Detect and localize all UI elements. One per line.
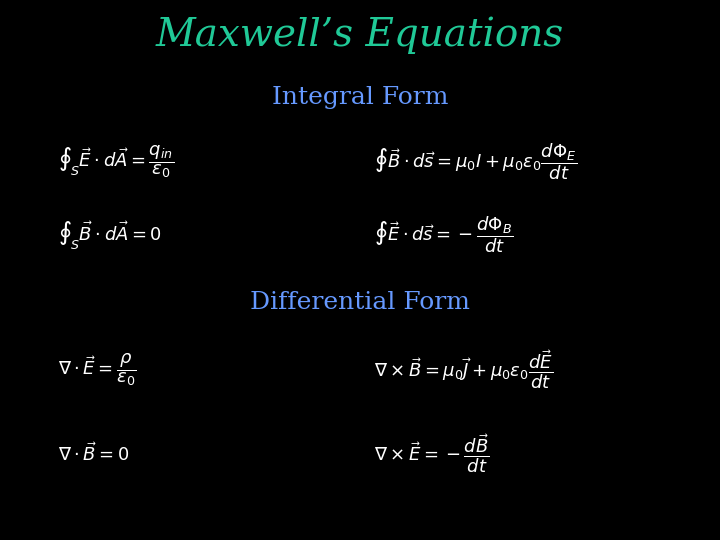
Text: Maxwell’s Equations: Maxwell’s Equations <box>156 16 564 54</box>
Text: $\nabla \cdot \vec{B} = 0$: $\nabla \cdot \vec{B} = 0$ <box>58 442 129 465</box>
Text: $\oint \vec{B} \cdot d\vec{s} = \mu_0 I + \mu_0\varepsilon_0 \dfrac{d\Phi_E}{dt}: $\oint \vec{B} \cdot d\vec{s} = \mu_0 I … <box>374 141 577 183</box>
Text: Integral Form: Integral Form <box>272 86 448 109</box>
Text: Differential Form: Differential Form <box>250 291 470 314</box>
Text: $\nabla \times \vec{E} = -\dfrac{d\vec{B}}{dt}$: $\nabla \times \vec{E} = -\dfrac{d\vec{B… <box>374 433 490 475</box>
Text: $\oint_S \vec{B} \cdot d\vec{A} = 0$: $\oint_S \vec{B} \cdot d\vec{A} = 0$ <box>58 219 161 251</box>
Text: $\oint_S \vec{E} \cdot d\vec{A} = \dfrac{q_{in}}{\varepsilon_0}$: $\oint_S \vec{E} \cdot d\vec{A} = \dfrac… <box>58 144 174 180</box>
Text: $\oint \vec{E} \cdot d\vec{s} = -\dfrac{d\Phi_B}{dt}$: $\oint \vec{E} \cdot d\vec{s} = -\dfrac{… <box>374 214 513 255</box>
Text: $\nabla \times \vec{B} = \mu_0 \vec{J} + \mu_0\varepsilon_0 \dfrac{d\vec{E}}{dt}: $\nabla \times \vec{B} = \mu_0 \vec{J} +… <box>374 349 554 391</box>
Text: $\nabla \cdot \vec{E} = \dfrac{\rho}{\varepsilon_0}$: $\nabla \cdot \vec{E} = \dfrac{\rho}{\va… <box>58 352 136 388</box>
